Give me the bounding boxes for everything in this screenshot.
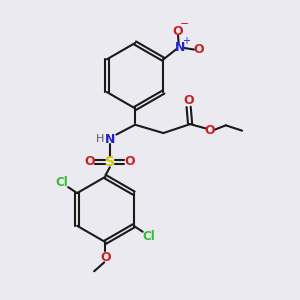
Text: +: + bbox=[182, 36, 190, 46]
Text: O: O bbox=[172, 25, 183, 38]
Text: N: N bbox=[175, 41, 185, 54]
Text: H: H bbox=[96, 134, 105, 144]
Text: S: S bbox=[105, 155, 115, 169]
Text: O: O bbox=[85, 155, 95, 168]
Text: O: O bbox=[183, 94, 194, 107]
Text: O: O bbox=[204, 124, 215, 137]
Text: O: O bbox=[100, 251, 111, 264]
Text: N: N bbox=[105, 133, 115, 146]
Text: −: − bbox=[180, 19, 190, 29]
Text: O: O bbox=[124, 155, 135, 168]
Text: O: O bbox=[193, 43, 203, 56]
Text: Cl: Cl bbox=[55, 176, 68, 189]
Text: Cl: Cl bbox=[143, 230, 156, 243]
